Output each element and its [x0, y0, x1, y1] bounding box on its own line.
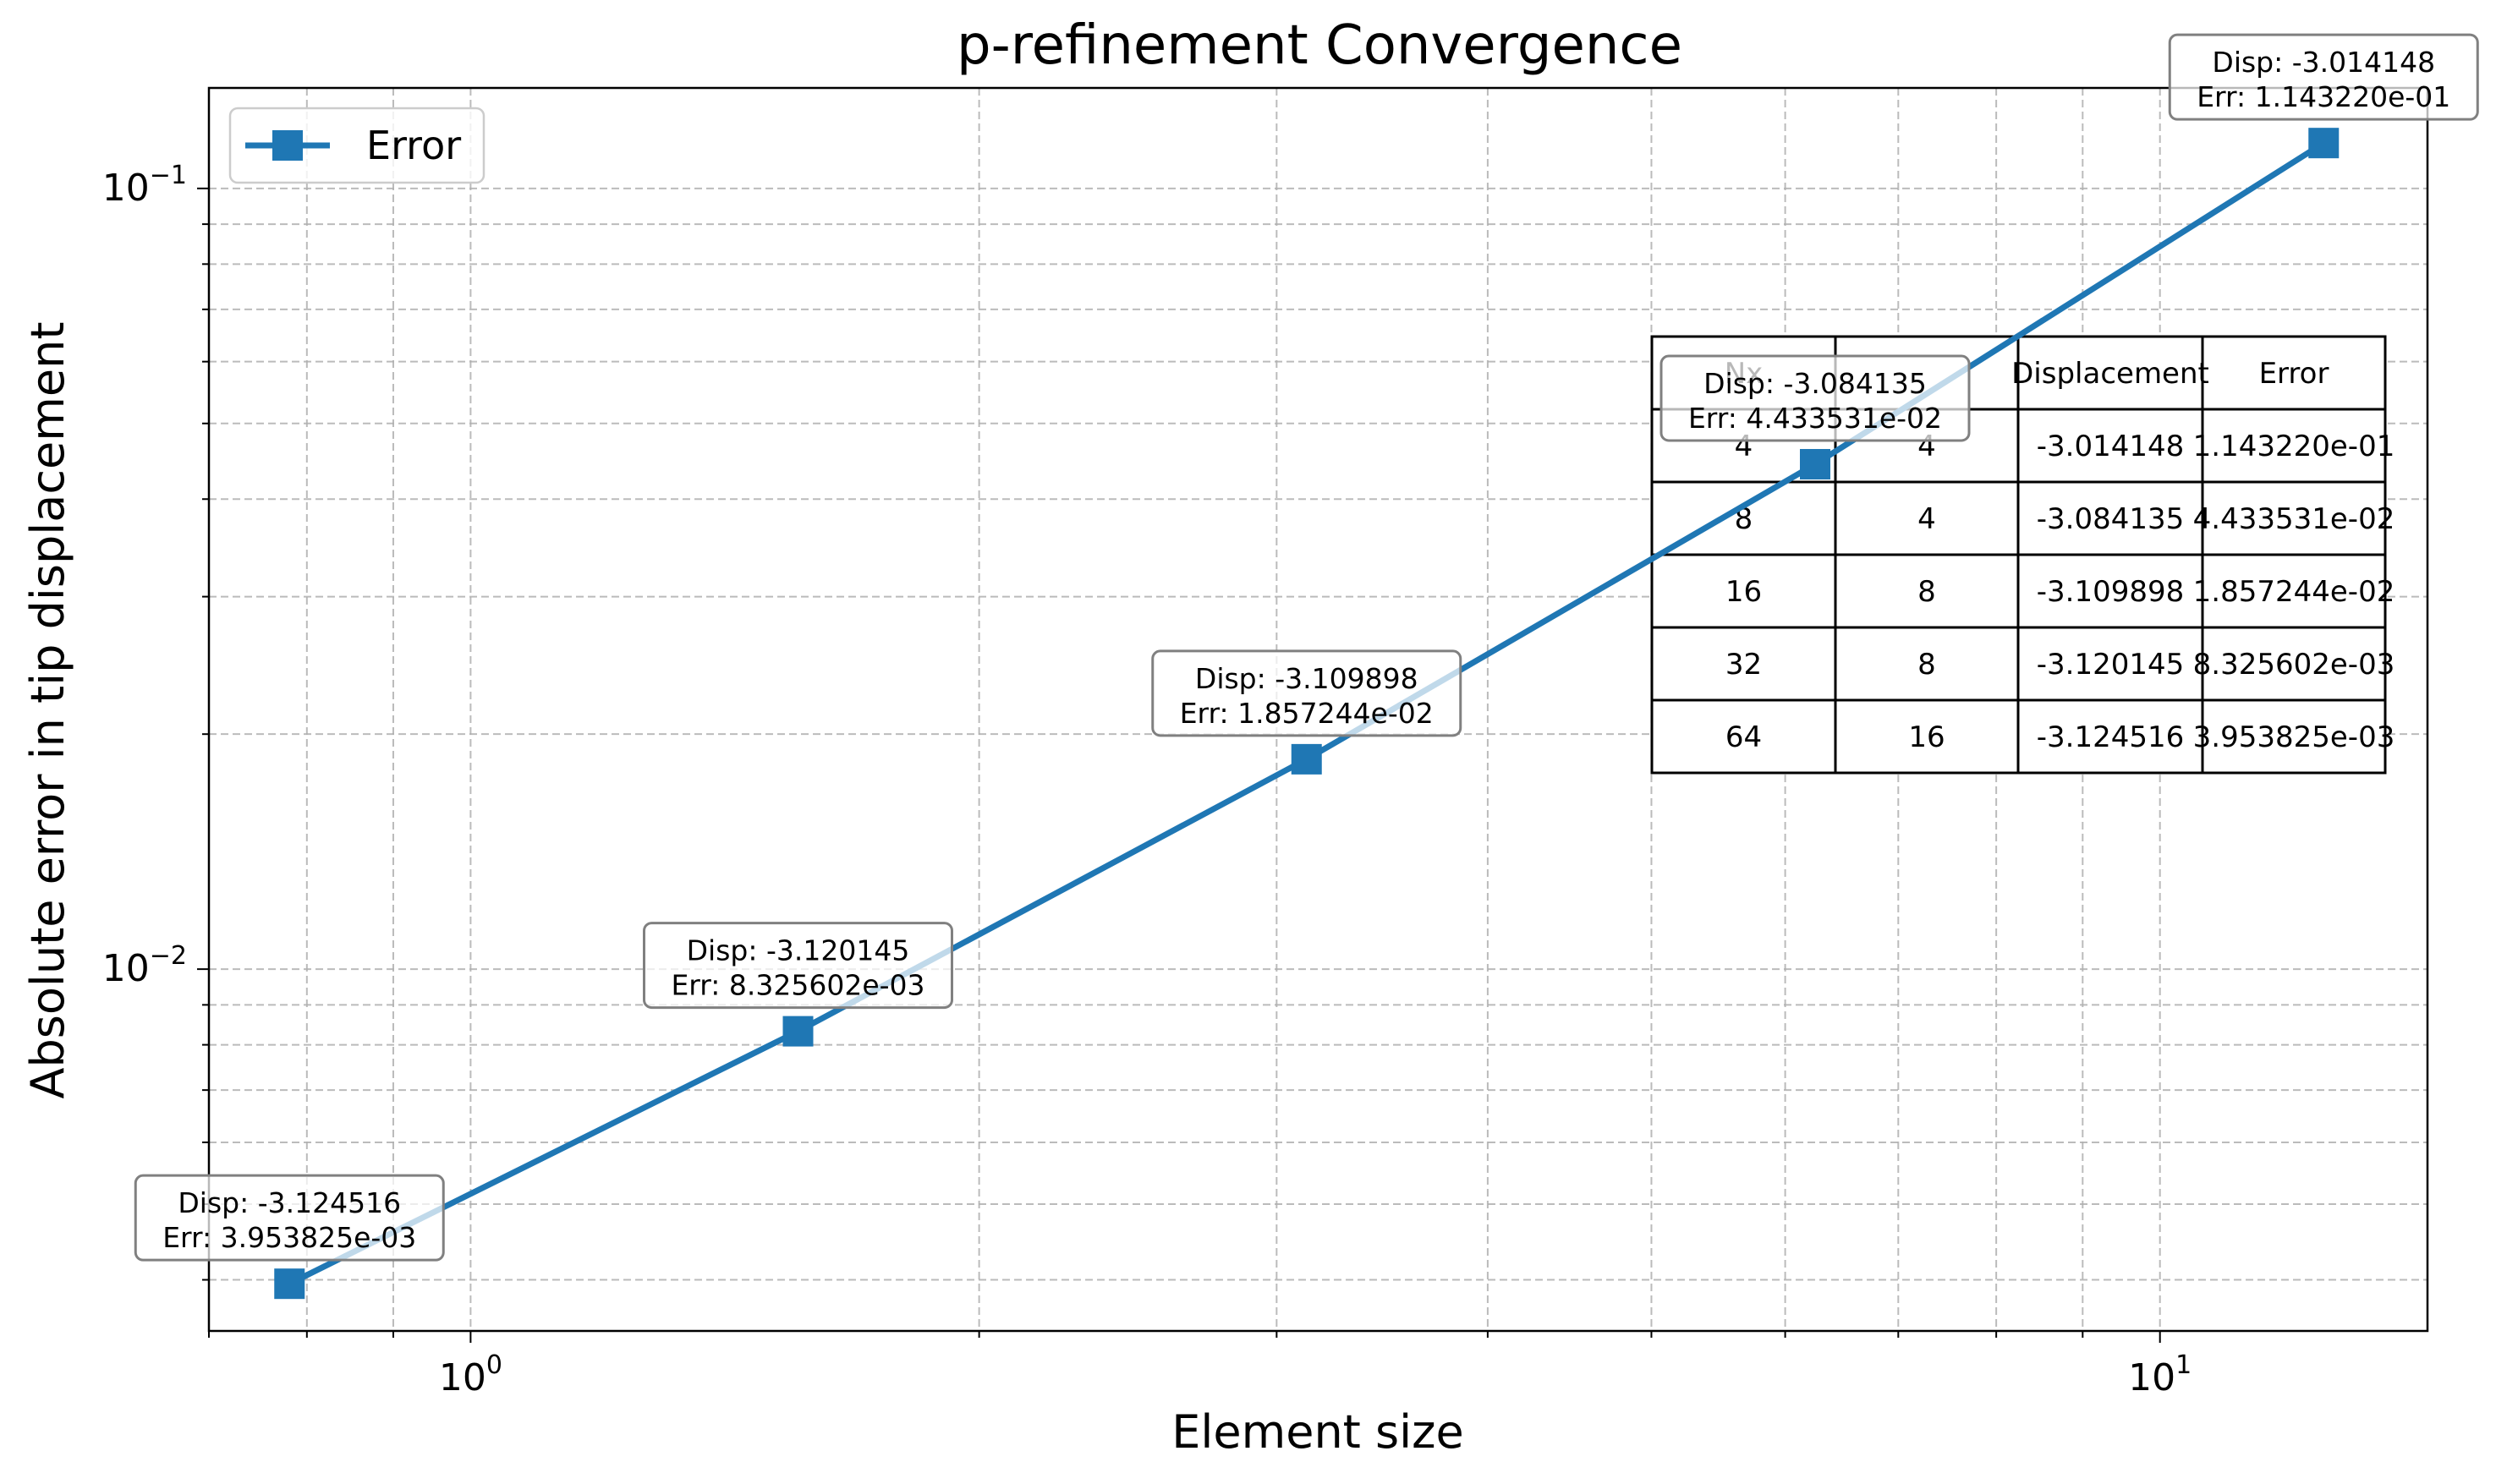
table-header-cell: Displacement: [2011, 357, 2209, 391]
x-tick-label: 100: [439, 1350, 502, 1399]
axis-ticks: 100 101 10−2 10−1: [102, 161, 2192, 1399]
table-cell: 16: [1908, 720, 1945, 754]
table-cell: 4: [1917, 502, 1936, 536]
annotation-box: [1659, 354, 1971, 442]
table-cell: 8: [1917, 648, 1936, 682]
annotation-disp: Disp: -3.120145: [687, 934, 910, 967]
legend-box: [228, 107, 485, 184]
y-axis-label: Absolute error in tip displacement: [21, 321, 74, 1098]
legend-marker: [272, 130, 303, 161]
annotation-box: [1151, 649, 1462, 737]
annotation-err: Err: 1.857244e-02: [1180, 697, 1434, 730]
table-cell: 64: [1725, 720, 1762, 754]
annotation-box: [134, 1174, 445, 1262]
table-cell: -3.014148: [2037, 430, 2185, 463]
table-cell: 8: [1917, 575, 1936, 609]
y-tick-label: 10−2: [102, 941, 187, 990]
plot-area: [207, 86, 2429, 1333]
chart-title: p-refinement Convergence: [957, 14, 1682, 77]
table-cell: -3.109898: [2037, 575, 2185, 609]
data-point-marker: [2308, 128, 2340, 159]
annotation-disp: Disp: -3.124516: [178, 1186, 401, 1219]
table-cell: -3.120145: [2037, 648, 2185, 682]
table-cell: -3.084135: [2037, 502, 2185, 536]
table-cell: 4.433531e-02: [2193, 502, 2395, 536]
annotation-box: [2168, 33, 2479, 121]
table-cell: 1.857244e-02: [2193, 575, 2395, 609]
annotation-box: [643, 922, 954, 1010]
data-point-marker: [1291, 743, 1322, 775]
legend: Error: [228, 107, 485, 184]
table-cell: 16: [1725, 575, 1762, 609]
table-cell: 1.143220e-01: [2193, 430, 2395, 463]
table-cell: 32: [1725, 648, 1762, 682]
table-cell: 3.953825e-03: [2193, 720, 2395, 754]
x-axis-label: Element size: [1171, 1405, 1463, 1459]
annotation-err: Err: 4.433531e-02: [1688, 402, 1942, 435]
table-header-cell: Error: [2259, 357, 2329, 391]
legend-label: Error: [366, 123, 461, 168]
series-error: [274, 128, 2340, 1300]
table-cell: -3.124516: [2037, 720, 2185, 754]
annotation-disp: Disp: -3.109898: [1195, 662, 1418, 695]
annotation-disp: Disp: -3.084135: [1703, 367, 1927, 400]
table-cell: 8.325602e-03: [2193, 648, 2395, 682]
annotation-err: Err: 3.953825e-03: [162, 1221, 416, 1254]
annotation-err: Err: 1.143220e-01: [2197, 80, 2450, 113]
data-point-marker: [782, 1016, 814, 1047]
annotation-disp: Disp: -3.014148: [2212, 46, 2435, 79]
annotation-err: Err: 8.325602e-03: [671, 969, 924, 1002]
y-tick-label: 10−1: [102, 161, 187, 210]
data-point-marker: [1800, 448, 1831, 479]
x-tick-label: 101: [2128, 1350, 2192, 1399]
data-point-marker: [274, 1268, 305, 1300]
